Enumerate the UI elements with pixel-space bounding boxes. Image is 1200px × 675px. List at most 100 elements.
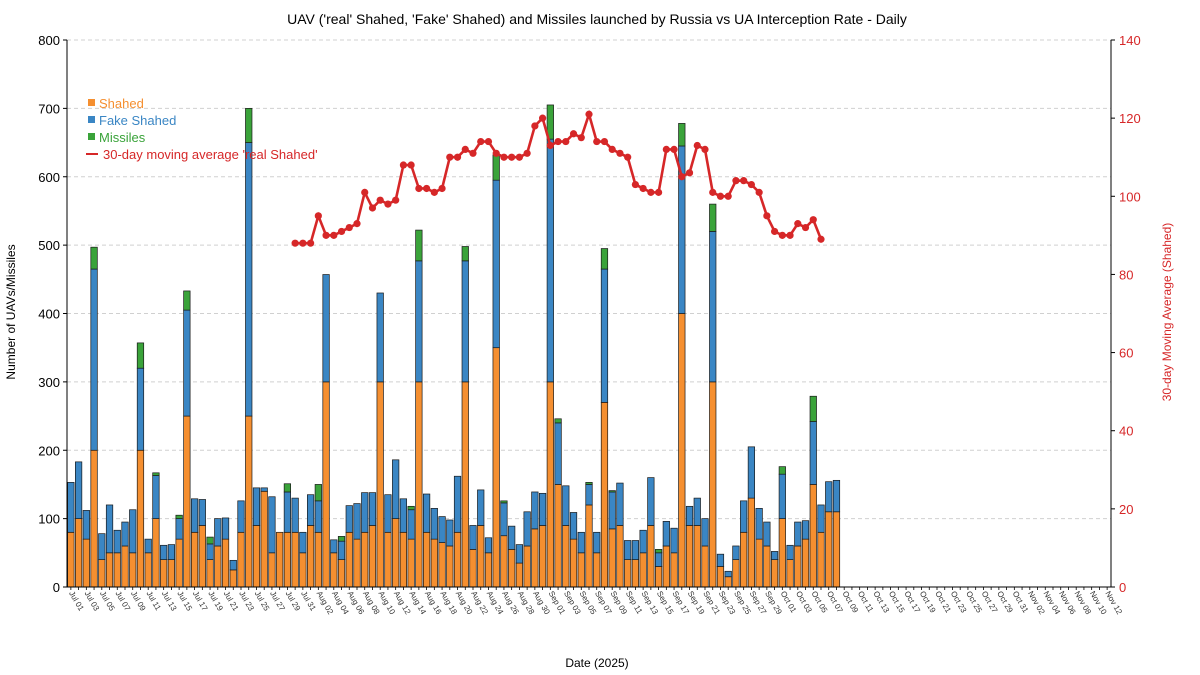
bar-shahed xyxy=(314,531,322,588)
moving-average-point xyxy=(461,145,469,153)
moving-average-point xyxy=(484,137,493,146)
moving-average-point xyxy=(508,153,516,161)
moving-average-point xyxy=(446,153,454,161)
bar-fake-shahed xyxy=(693,497,701,526)
moving-average-point xyxy=(453,153,462,161)
bar-fake-shahed xyxy=(245,142,253,417)
bar-shahed xyxy=(794,545,802,588)
bar-fake-shahed xyxy=(655,552,663,567)
bar-fake-shahed xyxy=(361,492,369,533)
bar-fake-shahed xyxy=(183,309,191,417)
bar-fake-shahed xyxy=(144,538,152,554)
bar-shahed xyxy=(152,518,160,588)
y-tick-label: 300 xyxy=(38,375,60,390)
bar-shahed xyxy=(245,415,253,588)
bar-shahed xyxy=(763,545,771,588)
bar-shahed xyxy=(105,552,114,588)
bar-shahed xyxy=(214,545,222,588)
moving-average-point xyxy=(392,196,400,204)
bar-shahed xyxy=(353,538,361,588)
bar-fake-shahed xyxy=(299,531,307,554)
bar-shahed xyxy=(399,531,407,588)
bar-fake-shahed xyxy=(330,539,338,554)
bar-fake-shahed xyxy=(407,509,415,540)
bar-fake-shahed xyxy=(492,179,500,349)
bar-shahed xyxy=(345,531,353,588)
legend-label-fake-shahed: Fake Shahed xyxy=(99,113,176,128)
bar-missiles xyxy=(546,104,554,140)
bar-shahed xyxy=(160,559,168,588)
moving-average-point xyxy=(353,220,361,228)
moving-average-point xyxy=(593,137,601,146)
bars-group xyxy=(67,104,841,588)
y2-tick-label: 60 xyxy=(1119,346,1133,361)
bar-shahed xyxy=(368,525,377,588)
bar-fake-shahed xyxy=(763,521,771,547)
bar-fake-shahed xyxy=(747,446,755,499)
bar-missiles xyxy=(492,154,500,181)
moving-average-point xyxy=(322,231,330,239)
bar-fake-shahed xyxy=(368,492,377,526)
bar-fake-shahed xyxy=(832,479,841,513)
moving-average-point xyxy=(554,137,562,146)
y-tick-label: 600 xyxy=(38,170,60,185)
bar-shahed xyxy=(569,538,578,588)
bar-missiles xyxy=(554,418,562,424)
moving-average-point xyxy=(608,145,616,153)
bar-shahed xyxy=(554,484,562,588)
bar-fake-shahed xyxy=(307,494,315,526)
bar-missiles xyxy=(90,246,98,270)
bar-missiles xyxy=(500,500,508,504)
bar-fake-shahed xyxy=(755,508,763,540)
bar-fake-shahed xyxy=(129,509,137,554)
bar-fake-shahed xyxy=(291,497,299,533)
moving-average-point xyxy=(724,192,732,200)
bar-fake-shahed xyxy=(809,421,817,485)
moving-average-point xyxy=(399,161,407,169)
y2-tick-label: 20 xyxy=(1119,502,1133,517)
bar-shahed xyxy=(508,549,516,588)
moving-average-point xyxy=(337,227,346,236)
legend-label-shahed: Shahed xyxy=(99,96,144,111)
bar-shahed xyxy=(701,545,709,588)
bar-fake-shahed xyxy=(392,459,400,519)
moving-average-point xyxy=(546,141,554,150)
bar-fake-shahed xyxy=(701,518,709,547)
moving-average-point xyxy=(376,196,384,204)
bar-shahed xyxy=(616,525,624,588)
moving-average-point xyxy=(685,169,694,177)
bar-shahed xyxy=(732,559,740,588)
bar-fake-shahed xyxy=(477,489,485,526)
moving-average-point xyxy=(655,188,663,196)
bar-shahed xyxy=(136,449,145,588)
moving-average-point xyxy=(515,153,524,161)
bar-shahed xyxy=(832,511,841,588)
bar-fake-shahed xyxy=(229,559,237,571)
y-tick-label: 500 xyxy=(38,238,60,253)
bar-missiles xyxy=(678,123,686,147)
bar-fake-shahed xyxy=(82,510,90,540)
bar-missiles xyxy=(415,229,423,262)
moving-average-point xyxy=(678,173,686,181)
grid-lines xyxy=(67,39,1111,520)
moving-average-point xyxy=(670,145,678,153)
bar-shahed xyxy=(113,552,121,588)
y2-tick-label: 0 xyxy=(1119,580,1126,595)
bar-shahed xyxy=(90,449,98,588)
moving-average-point xyxy=(809,216,817,224)
bar-shahed xyxy=(322,381,330,588)
bar-fake-shahed xyxy=(353,503,361,540)
bar-fake-shahed xyxy=(778,473,786,519)
moving-average-point xyxy=(801,223,810,232)
bar-fake-shahed xyxy=(98,533,106,560)
bar-fake-shahed xyxy=(167,544,175,560)
legend-swatch-missiles xyxy=(88,133,95,140)
bar-fake-shahed xyxy=(508,525,516,550)
y2-tick-label: 40 xyxy=(1119,424,1133,439)
bar-shahed xyxy=(825,511,833,588)
bar-fake-shahed xyxy=(639,529,647,554)
bar-shahed xyxy=(724,576,732,588)
bar-fake-shahed xyxy=(237,500,245,533)
bar-shahed xyxy=(229,569,237,588)
